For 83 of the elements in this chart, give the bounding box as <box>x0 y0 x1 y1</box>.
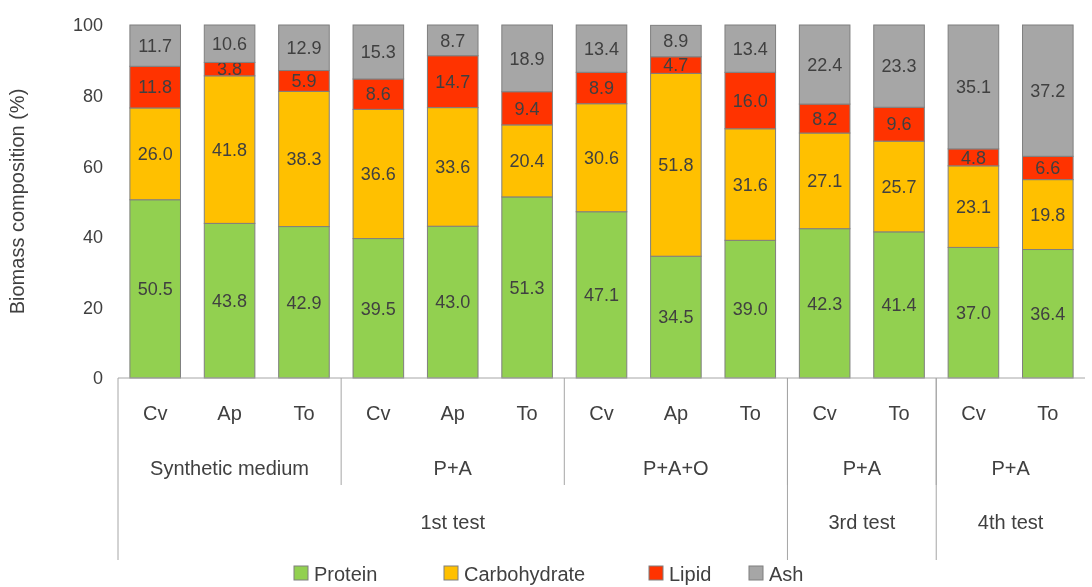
data-label: 37.0 <box>955 302 991 323</box>
x-tick-label: Ap <box>440 402 465 424</box>
data-label: 18.9 <box>509 48 545 69</box>
y-tick-label: 0 <box>92 368 103 389</box>
legend-label: Protein <box>314 563 378 585</box>
data-label: 5.9 <box>291 71 317 92</box>
data-label: 8.9 <box>588 78 615 99</box>
x-tick-label: Cv <box>366 402 391 424</box>
data-label: 8.6 <box>365 84 391 105</box>
data-label: 11.8 <box>138 77 173 98</box>
text: Synthetic medium <box>150 457 310 479</box>
data-label: 8.9 <box>663 31 689 52</box>
data-label: 25.7 <box>881 176 917 197</box>
x-tick-label: To <box>888 402 910 424</box>
text: P+A <box>842 457 882 479</box>
text: 1st test <box>420 511 486 533</box>
data-label: 39.5 <box>360 298 396 319</box>
data-label: 51.8 <box>658 155 694 176</box>
data-label: 26.0 <box>137 144 173 165</box>
x-tick-label: Ap <box>663 402 689 424</box>
y-tick-label: 20 <box>82 297 103 318</box>
x-tick-label: Cv <box>961 402 986 424</box>
data-label: 36.6 <box>360 164 396 185</box>
legend-label: Ash <box>769 563 804 585</box>
data-label: 37.2 <box>1030 80 1066 101</box>
data-label: 50.5 <box>137 279 173 300</box>
data-label: 11.7 <box>138 35 173 56</box>
data-label: 6.6 <box>1035 158 1061 179</box>
y-axis-title: Biomass composition (%) <box>6 88 28 315</box>
data-label: 22.4 <box>807 54 843 75</box>
data-label: 23.3 <box>881 56 917 77</box>
data-label: 4.7 <box>663 55 689 76</box>
legend-label: Carbohydrate <box>464 563 586 585</box>
y-tick-label: 100 <box>72 15 103 36</box>
data-label: 19.8 <box>1030 204 1066 225</box>
text: P+A+O <box>643 457 709 479</box>
data-label: 39.0 <box>732 299 768 320</box>
data-label: 42.3 <box>807 293 843 314</box>
data-label: 43.0 <box>435 292 471 313</box>
y-tick-label: 40 <box>82 227 103 248</box>
data-label: 41.8 <box>212 139 248 160</box>
data-label: 13.4 <box>732 38 768 59</box>
x-tick-label: Ap <box>217 402 242 424</box>
legend-label: Lipid <box>669 563 712 585</box>
x-tick-label: Cv <box>589 402 614 424</box>
text: P+A <box>991 457 1031 479</box>
data-label: 38.3 <box>286 149 322 170</box>
data-label: 35.1 <box>955 77 991 98</box>
x-tick-label: To <box>1037 402 1059 424</box>
data-label: 12.9 <box>286 38 322 59</box>
data-label: 42.9 <box>286 292 322 313</box>
data-label: 9.4 <box>514 98 540 119</box>
data-label: 8.2 <box>812 108 838 129</box>
data-label: 27.1 <box>807 171 843 192</box>
x-tick-label: Cv <box>142 402 168 424</box>
data-label: 4.8 <box>960 147 986 168</box>
data-label: 51.3 <box>509 277 545 298</box>
data-label: 8.7 <box>440 30 466 51</box>
data-label: 20.4 <box>509 151 545 172</box>
data-label: 43.8 <box>212 290 248 311</box>
data-label: 41.4 <box>881 295 917 316</box>
x-tick-label: To <box>739 402 761 424</box>
data-label: 36.4 <box>1030 304 1066 325</box>
x-tick-label: To <box>516 402 538 424</box>
data-label: 33.6 <box>435 157 471 178</box>
data-label: 23.1 <box>955 196 991 217</box>
text: P+A <box>433 457 473 479</box>
data-label: 13.4 <box>583 38 620 59</box>
x-tick-label: To <box>293 402 315 424</box>
text: 4th test <box>977 511 1044 533</box>
data-label: 16.0 <box>732 90 768 111</box>
data-label: 14.7 <box>435 71 471 92</box>
y-tick-label: 60 <box>82 156 103 177</box>
data-label: 30.6 <box>583 148 620 169</box>
data-label: 34.5 <box>658 307 694 328</box>
data-label: 15.3 <box>360 42 396 63</box>
text: 3rd test <box>828 511 896 533</box>
data-label: 9.6 <box>886 114 912 135</box>
data-label: 47.1 <box>583 285 620 306</box>
y-tick-label: 80 <box>82 85 103 106</box>
data-label: 31.6 <box>732 174 768 195</box>
data-label: 10.6 <box>212 34 248 55</box>
x-tick-label: Cv <box>812 402 837 424</box>
